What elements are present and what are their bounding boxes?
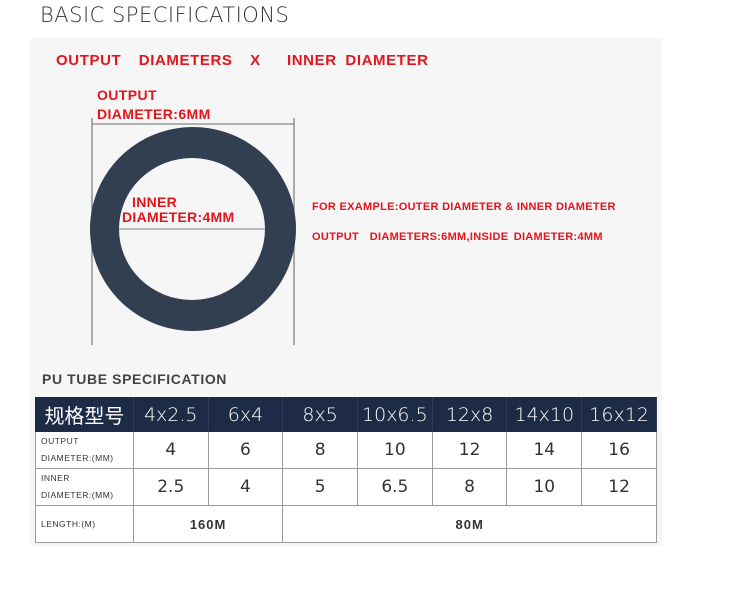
model-cell: 12x8 xyxy=(431,397,508,432)
output-diameter-label-line2: DIAMETER:6MM xyxy=(97,106,211,122)
value-cell: 14 xyxy=(506,431,583,469)
tube-ring xyxy=(90,127,296,331)
model-cell: 10x6.5 xyxy=(356,397,433,432)
diagram-heading: OUTPUT DIAMETERS X INNER DIAMETER xyxy=(56,52,429,69)
value-cell: 12 xyxy=(581,468,657,506)
header-label: 规格型号 xyxy=(35,397,134,432)
value-cell: 6.5 xyxy=(356,468,433,506)
row-label-inner: INNER DIAMETER:(MM) xyxy=(35,468,134,506)
row-label-line: OUTPUT xyxy=(41,436,79,446)
value-cell: 10 xyxy=(356,431,433,469)
row-label-line: DIAMETER:(MM) xyxy=(41,490,114,500)
length-cell: 160M xyxy=(132,505,284,543)
model-cell: 16x12 xyxy=(581,397,657,432)
value-cell: 5 xyxy=(282,468,358,506)
example-text-2: OUTPUT DIAMETERS:6MM,INSIDE DIAMETER:4MM xyxy=(312,231,603,243)
value-cell: 8 xyxy=(431,468,508,506)
example-text-1: FOR EXAMPLE:OUTER DIAMETER & INNER DIAME… xyxy=(312,201,616,213)
table-title: PU TUBE SPECIFICATION xyxy=(42,371,228,387)
row-label-line: DIAMETER:(MM) xyxy=(41,453,114,463)
table-row-length: LENGTH:(M) 160M 80M xyxy=(35,505,657,543)
model-cell: 8x5 xyxy=(282,397,358,432)
row-label-output: OUTPUT DIAMETER:(MM) xyxy=(35,431,134,469)
output-diameter-label-line1: OUTPUT xyxy=(97,87,157,103)
table-row-inner: INNER DIAMETER:(MM) 2.5 4 5 6.5 8 10 12 xyxy=(35,468,657,506)
table-header-row: 规格型号 4x2.5 6x4 8x5 10x6.5 12x8 14x10 16x… xyxy=(35,397,657,432)
value-cell: 16 xyxy=(581,431,657,469)
inner-diameter-label: INNER DIAMETER:4MM xyxy=(122,195,234,225)
output-diameter-label: OUTPUT DIAMETER:6MM xyxy=(97,86,211,124)
value-cell: 2.5 xyxy=(132,468,209,506)
length-cell: 80M xyxy=(282,505,657,543)
inner-diameter-label-line1: INNER xyxy=(132,194,178,210)
tube-diagram xyxy=(90,118,296,345)
row-label-line: INNER xyxy=(41,473,70,483)
model-cell: 6x4 xyxy=(207,397,284,432)
model-cell: 4x2.5 xyxy=(132,397,209,432)
value-cell: 12 xyxy=(431,431,508,469)
inner-diameter-label-line2: DIAMETER:4MM xyxy=(122,209,235,225)
page-title: BASIC SPECIFICATIONS xyxy=(40,3,290,27)
value-cell: 6 xyxy=(207,431,284,469)
value-cell: 4 xyxy=(207,468,284,506)
value-cell: 10 xyxy=(506,468,583,506)
table-row-output: OUTPUT DIAMETER:(MM) 4 6 8 10 12 14 16 xyxy=(35,431,657,469)
value-cell: 4 xyxy=(132,431,209,469)
model-cell: 14x10 xyxy=(506,397,583,432)
row-label-length: LENGTH:(M) xyxy=(35,505,134,543)
spec-table: 规格型号 4x2.5 6x4 8x5 10x6.5 12x8 14x10 16x… xyxy=(35,397,657,543)
value-cell: 8 xyxy=(282,431,358,469)
